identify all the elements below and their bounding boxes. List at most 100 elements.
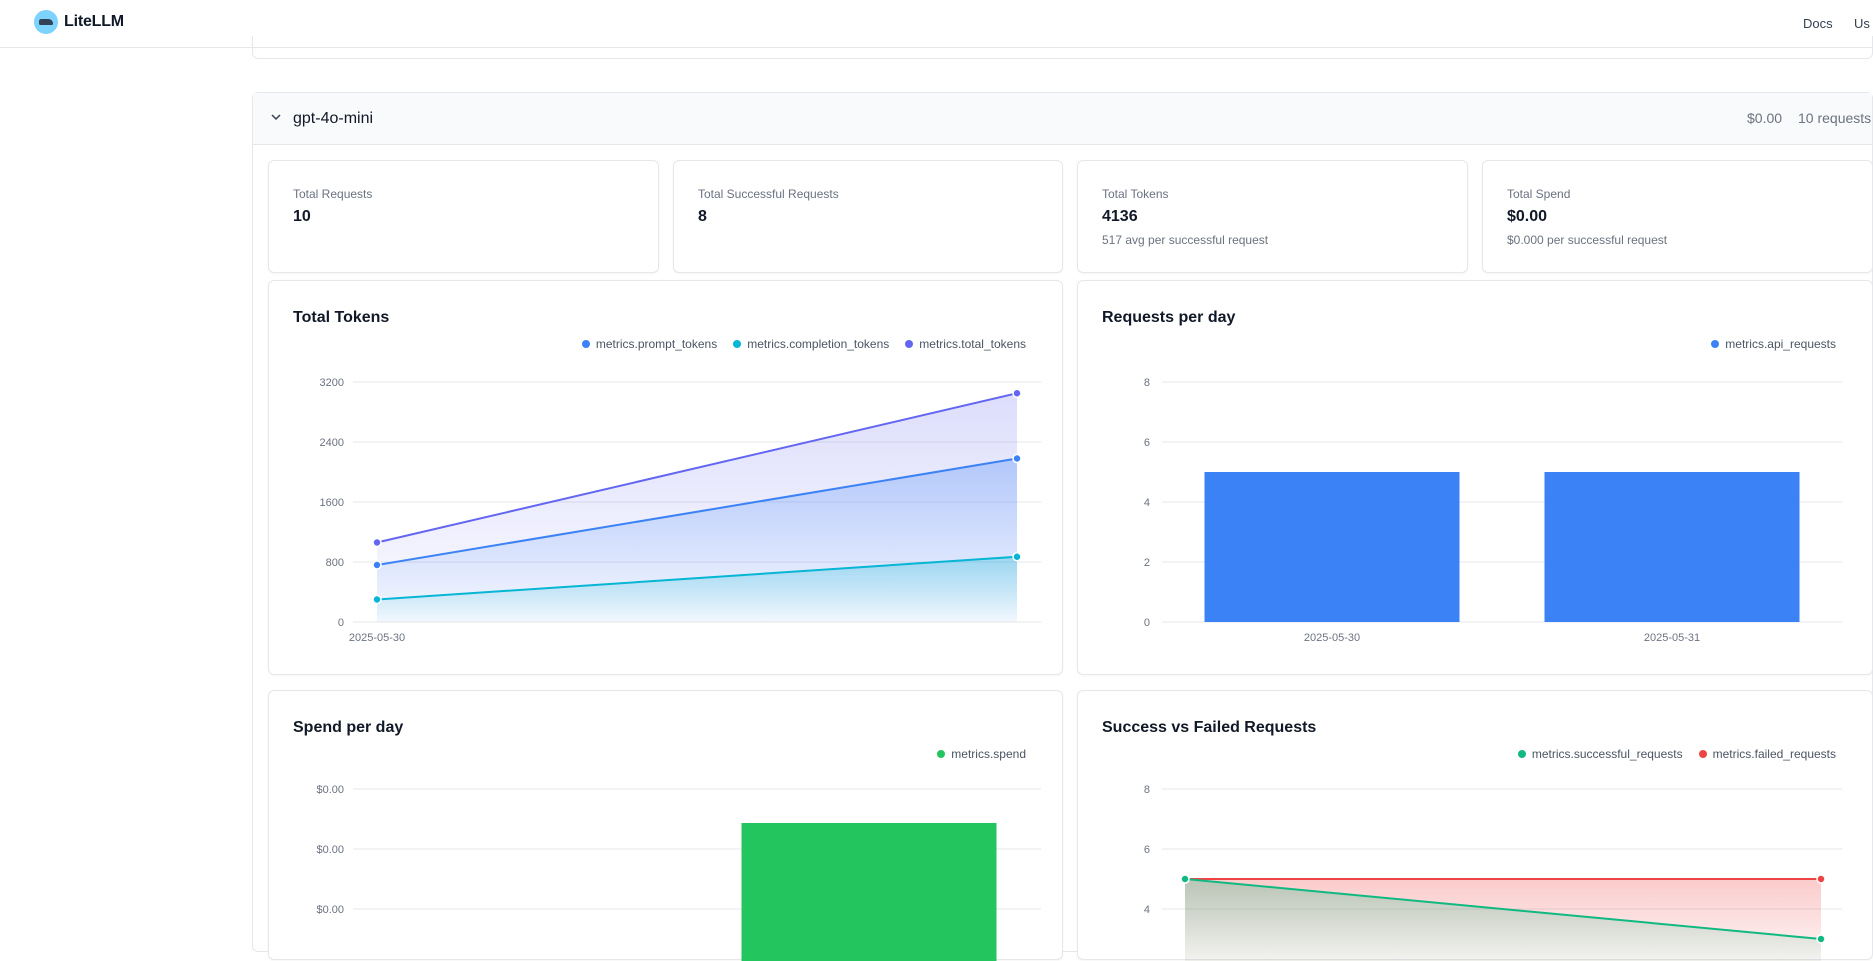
top-navbar: LiteLLM Docs Us bbox=[0, 0, 1873, 48]
series-area bbox=[1185, 879, 1821, 961]
litellm-logo-icon bbox=[34, 10, 58, 34]
series-line bbox=[376, 392, 1018, 544]
legend-label: metrics.api_requests bbox=[1725, 337, 1836, 351]
legend-dot bbox=[1711, 340, 1720, 348]
chart-title: Requests per day bbox=[1102, 309, 1236, 326]
stat-label: Total Requests bbox=[293, 187, 373, 201]
stat-value: 10 bbox=[293, 208, 311, 225]
data-point bbox=[372, 537, 382, 548]
stat-subtext: 517 avg per successful request bbox=[1102, 233, 1269, 247]
chart-legend: metrics.successful_requests metrics.fail… bbox=[1517, 747, 1836, 761]
chart-card-total-tokens: Total Tokens metrics.prompt_tokens metri… bbox=[268, 280, 1063, 675]
data-point bbox=[1180, 874, 1190, 884]
series-line bbox=[376, 555, 1018, 601]
chart-card-spend-per-day: Spend per day metrics.spend $0.00 $0.00 $0… bbox=[268, 690, 1063, 961]
bar bbox=[741, 823, 997, 961]
legend-label: metrics.spend bbox=[951, 747, 1026, 761]
stat-label: Total Spend bbox=[1507, 187, 1571, 201]
y-tick-label: 2 bbox=[1144, 557, 1150, 569]
chart-title: Spend per day bbox=[293, 719, 404, 736]
chart-legend: metrics.prompt_tokens metrics.completion… bbox=[581, 337, 1026, 351]
data-point bbox=[372, 560, 382, 570]
model-request-count: 10 requests bbox=[1798, 110, 1872, 126]
stat-card-successful-requests: Total Successful Requests 8 bbox=[673, 160, 1063, 273]
legend-dot bbox=[733, 340, 742, 348]
legend-item[interactable]: metrics.completion_tokens bbox=[733, 337, 889, 351]
data-point bbox=[1816, 934, 1826, 944]
legend-item[interactable]: metrics.successful_requests bbox=[1517, 747, 1683, 761]
chart-title: Total Tokens bbox=[293, 309, 390, 326]
legend-item[interactable]: metrics.api_requests bbox=[1711, 337, 1836, 351]
series-area bbox=[1185, 879, 1821, 961]
series-area bbox=[377, 458, 1017, 622]
series-area bbox=[377, 393, 1017, 622]
y-tick-label: 6 bbox=[1144, 844, 1150, 856]
accordion-header[interactable]: gpt-4o-mini $0.00 10 requests bbox=[253, 93, 1872, 145]
data-point bbox=[1012, 552, 1022, 562]
legend-label: metrics.total_tokens bbox=[919, 337, 1026, 351]
y-tick-label: 3200 bbox=[320, 377, 344, 389]
series-area bbox=[377, 556, 1017, 622]
y-tick-label: $0.00 bbox=[316, 904, 344, 916]
y-tick-label: 8 bbox=[1144, 784, 1150, 796]
stat-card-total-tokens: Total Tokens 4136 517 avg per successful… bbox=[1077, 160, 1468, 273]
y-tick-label: 0 bbox=[338, 617, 344, 629]
legend-label: metrics.prompt_tokens bbox=[595, 337, 718, 351]
legend-item[interactable]: metrics.spend bbox=[937, 747, 1026, 761]
stat-card-total-requests: Total Requests 10 bbox=[268, 160, 659, 273]
data-point bbox=[1012, 453, 1022, 464]
y-tick-label: 4 bbox=[1144, 497, 1150, 509]
model-name: gpt-4o-mini bbox=[293, 110, 374, 127]
legend-label: metrics.failed_requests bbox=[1712, 747, 1836, 761]
previous-model-section bbox=[252, 36, 1873, 59]
x-tick-label: 2025-05-30 bbox=[349, 632, 405, 644]
stat-label: Total Tokens bbox=[1102, 187, 1169, 201]
stat-card-total-spend: Total Spend $0.00 $0.000 per successful … bbox=[1482, 160, 1873, 273]
series-line bbox=[376, 457, 1018, 566]
data-point bbox=[1180, 874, 1190, 884]
y-tick-label: 6 bbox=[1144, 437, 1150, 449]
bar bbox=[1544, 472, 1800, 622]
chevron-down-icon[interactable] bbox=[270, 111, 282, 123]
legend-item[interactable]: metrics.total_tokens bbox=[905, 337, 1026, 351]
y-tick-label: $0.00 bbox=[316, 844, 344, 856]
chart-card-success-vs-failed: Success vs Failed Requests metrics.succe… bbox=[1077, 690, 1873, 961]
series-line bbox=[1184, 878, 1822, 940]
legend-dot bbox=[1698, 750, 1707, 758]
y-tick-label: 0 bbox=[1144, 617, 1150, 629]
y-tick-label: 1600 bbox=[320, 497, 344, 509]
bar bbox=[1204, 472, 1460, 622]
sidebar bbox=[0, 48, 252, 940]
x-tick-label: 2025-05-30 bbox=[1304, 632, 1360, 644]
data-point bbox=[372, 594, 382, 605]
y-tick-label: $0.00 bbox=[316, 784, 344, 796]
stat-label: Total Successful Requests bbox=[698, 187, 839, 201]
legend-dot bbox=[937, 750, 946, 758]
legend-dot bbox=[1517, 750, 1526, 758]
legend-item[interactable]: metrics.failed_requests bbox=[1698, 747, 1836, 761]
data-point bbox=[1012, 388, 1022, 398]
chart-card-requests-per-day: Requests per day metrics.api_requests 0 2… bbox=[1077, 280, 1873, 675]
stat-value: 4136 bbox=[1102, 208, 1138, 225]
legend-item[interactable]: metrics.prompt_tokens bbox=[581, 337, 718, 351]
app-logo[interactable]: LiteLLM bbox=[34, 10, 124, 34]
model-spend: $0.00 bbox=[1747, 110, 1783, 126]
legend-label: metrics.completion_tokens bbox=[747, 337, 890, 351]
chart-title: Success vs Failed Requests bbox=[1102, 719, 1317, 736]
stat-value: 8 bbox=[698, 208, 707, 225]
y-tick-label: 4 bbox=[1144, 904, 1150, 916]
legend-dot bbox=[905, 340, 914, 348]
y-tick-label: 8 bbox=[1144, 377, 1150, 389]
user-menu[interactable]: Us bbox=[1854, 16, 1870, 31]
stat-subtext: $0.000 per successful request bbox=[1507, 233, 1668, 247]
data-point bbox=[1816, 874, 1826, 884]
legend-label: metrics.successful_requests bbox=[1531, 747, 1683, 761]
stat-value: $0.00 bbox=[1507, 208, 1548, 225]
x-tick-label: 2025-05-31 bbox=[1644, 632, 1700, 644]
y-tick-label: 800 bbox=[326, 557, 344, 569]
app-name: LiteLLM bbox=[64, 13, 124, 30]
legend-dot bbox=[581, 340, 590, 348]
y-tick-label: 2400 bbox=[320, 437, 344, 449]
chart-legend: metrics.api_requests bbox=[1711, 337, 1836, 351]
docs-link[interactable]: Docs bbox=[1803, 16, 1833, 31]
